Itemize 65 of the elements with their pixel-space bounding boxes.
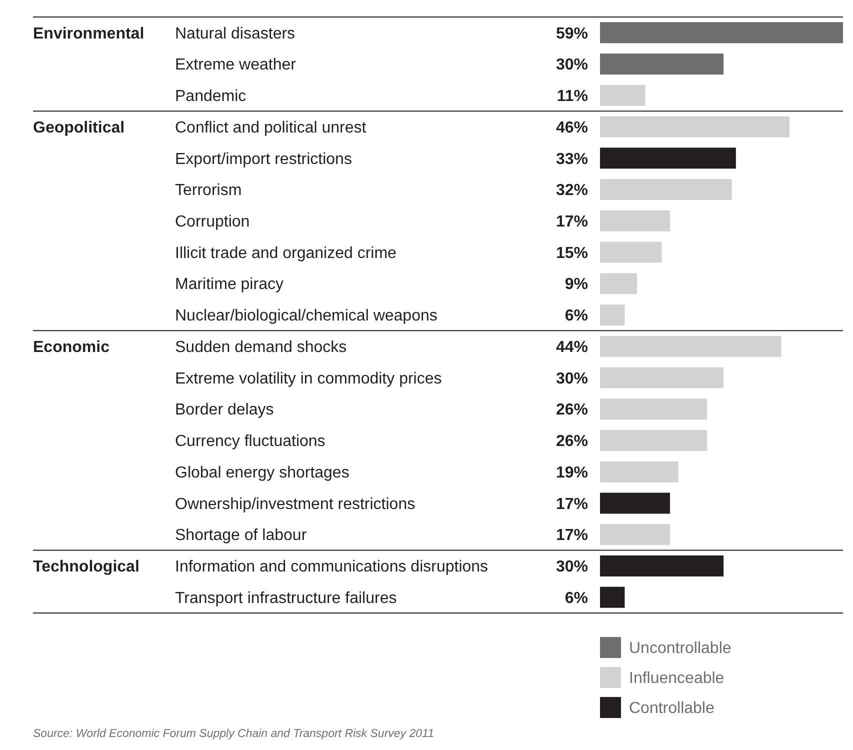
y-tick-label: Extreme volatility in commodity prices [175,370,442,388]
y-tick-label: Maritime piracy [175,276,284,294]
data-label: 46% [556,119,588,136]
y-tick-label: Sudden demand shocks [175,338,347,356]
bar [600,273,638,294]
y-tick-label: Illicit trade and organized crime [175,244,397,262]
data-label: 30% [556,56,588,74]
data-label: 6% [564,308,588,325]
bar [600,586,625,608]
y-tick-label: Ownership/investment restrictions [175,496,416,513]
text: Technological [33,558,140,576]
data-label: 33% [556,150,588,168]
bar [600,148,736,169]
y-tick-label: Export/import restrictions [175,150,352,168]
legend-label: Controllable [629,700,714,718]
bar [600,54,724,75]
bar [600,22,843,44]
text: Geopolitical [33,119,125,136]
data-label: 6% [564,590,588,607]
data-label: 32% [556,182,588,200]
y-tick-label: Nuclear/biological/chemical weapons [175,308,438,325]
y-tick-label: Currency fluctuations [175,433,326,450]
data-label: 30% [556,558,588,576]
data-label: 11% [556,88,588,106]
y-tick-label: Pandemic [175,88,246,106]
y-tick-label: Border delays [175,402,274,419]
bar [600,524,670,546]
legend-label: Influenceable [629,670,724,688]
data-label: 17% [556,213,588,230]
bar [600,336,782,357]
bar [600,179,732,200]
data-label: 15% [556,244,588,262]
data-label: 26% [556,433,588,450]
bar [600,492,670,514]
y-tick-label: Transport infrastructure failures [175,590,397,607]
bar [600,84,646,106]
bar [600,555,724,576]
y-tick-label: Conflict and political unrest [175,119,367,136]
text: Economic [33,338,110,356]
y-tick-label: Global energy shortages [175,464,350,482]
source-note: Source: World Economic Forum Supply Chain and Transport Risk Survey 2011 [33,728,434,740]
data-label: 30% [556,370,588,388]
bar [600,367,724,388]
text: Environmental [33,25,144,42]
y-tick-label: Corruption [175,213,250,230]
y-tick-label: Information and communications disruptions [175,558,488,576]
bar [600,116,790,138]
data-label: 17% [556,496,588,513]
data-label: 17% [556,527,588,544]
bar [600,210,670,232]
bar [600,430,708,451]
y-tick-label: Natural disasters [175,25,296,42]
y-tick-label: Extreme weather [175,56,297,74]
bar [600,304,625,326]
y-tick-label: Shortage of labour [175,527,308,544]
data-label: 59% [556,25,588,42]
y-tick-label: Terrorism [175,182,242,200]
data-label: 9% [564,276,588,294]
data-label: 26% [556,402,588,419]
legend-label: Uncontrollable [629,640,732,658]
bar [600,398,708,420]
bar [600,242,662,263]
data-label: 19% [556,464,588,482]
data-label: 44% [556,338,588,356]
bar [600,461,678,482]
